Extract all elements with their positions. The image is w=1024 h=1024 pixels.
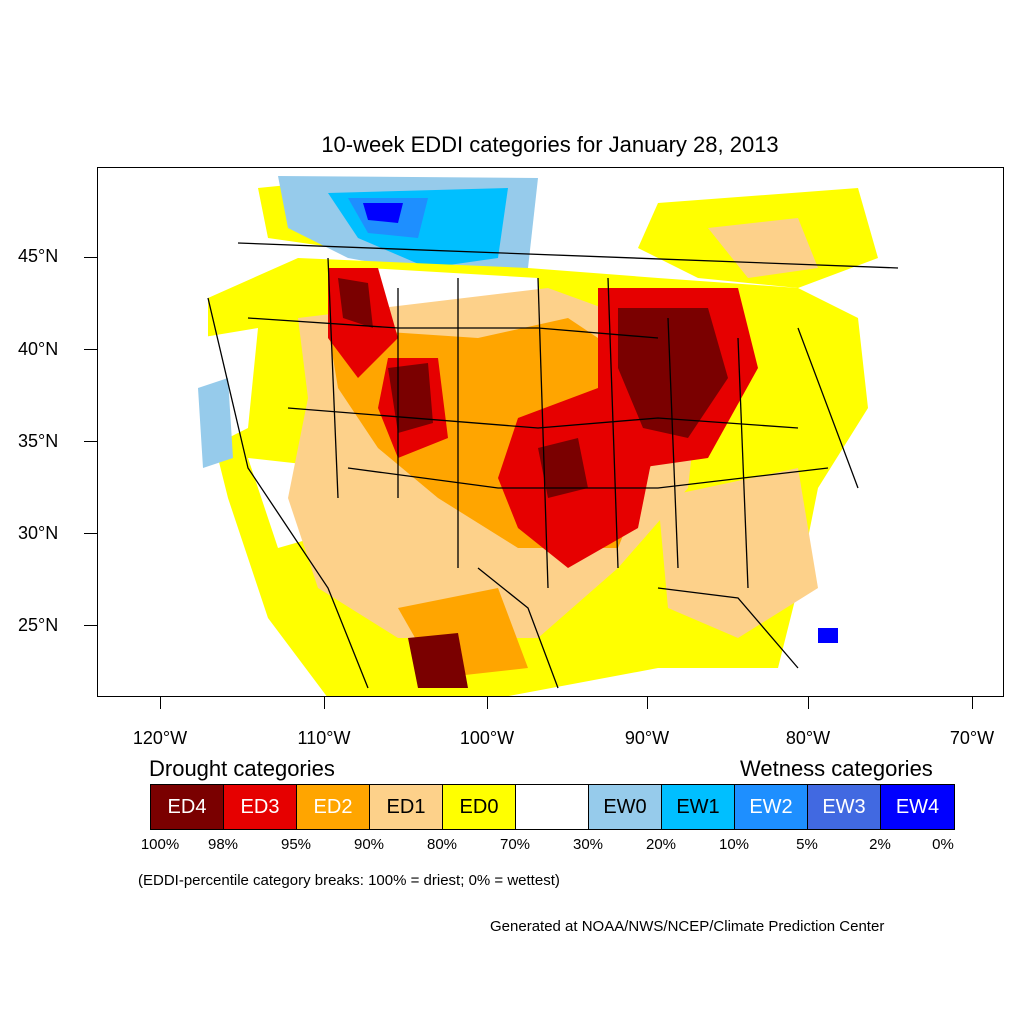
percent-break-label: 30% [572, 836, 604, 853]
lat-label-30n: 30°N [18, 523, 59, 543]
lat-label-35n: 35°N [18, 431, 59, 451]
lat-label-40n: 40°N [18, 339, 59, 359]
legend-category-ew2: EW2 [735, 785, 808, 829]
lon-tick [487, 697, 488, 709]
lon-tick [972, 697, 973, 709]
legend-category-ed2: ED2 [297, 785, 370, 829]
legend-category-ew1: EW1 [662, 785, 735, 829]
percent-break-label: 10% [718, 836, 750, 853]
lat-label-45n: 45°N [18, 246, 59, 266]
breaks-note: (EDDI-percentile category breaks: 100% =… [138, 872, 560, 889]
map-frame [97, 167, 1004, 697]
lon-tick [324, 697, 325, 709]
lon-tick [808, 697, 809, 709]
percent-break-label: 20% [645, 836, 677, 853]
region-ed4-idaho [338, 278, 373, 328]
legend-category-ew4: EW4 [881, 785, 954, 829]
lon-label-110w: 110°W [297, 728, 351, 748]
percent-break-label: 95% [280, 836, 312, 853]
percent-break-label: 90% [353, 836, 385, 853]
percent-break-label: 2% [869, 836, 891, 853]
region-ew2-caribbean [818, 628, 838, 643]
legend-category-ed4: ED4 [151, 785, 224, 829]
lat-tick [84, 533, 97, 534]
percent-break-label: 80% [426, 836, 458, 853]
legend-category-ed3: ED3 [224, 785, 297, 829]
lon-label-120w: 120°W [132, 728, 188, 748]
boundaries [207, 242, 899, 689]
region-ed4-great-lakes [618, 308, 728, 438]
lat-tick [84, 349, 97, 350]
lon-label-70w: 70°W [949, 728, 995, 748]
drought-categories-title: Drought categories [149, 756, 335, 781]
map-title: 10-week EDDI categories for January 28, … [321, 132, 779, 157]
lon-tick [647, 697, 648, 709]
region-ed1-canada-east [708, 218, 818, 278]
lon-label-80w: 80°W [785, 728, 831, 748]
percent-break-label: 98% [207, 836, 239, 853]
percent-break-label: 100% [140, 836, 180, 853]
lat-tick [84, 441, 97, 442]
legend-category-ed0: ED0 [443, 785, 516, 829]
lon-tick [160, 697, 161, 709]
legend-category-ew0: EW0 [589, 785, 662, 829]
legend-category-ew3: EW3 [808, 785, 881, 829]
lat-tick [84, 257, 97, 258]
lon-label-90w: 90°W [624, 728, 670, 748]
legend-category-neutral [516, 785, 589, 829]
region-ed4-kansas [538, 438, 588, 498]
region-ed1-southeast [658, 468, 818, 638]
region-ed4-mexico [408, 633, 468, 688]
region-ed4-wyoming [388, 363, 433, 433]
lat-label-25n: 25°N [18, 615, 59, 635]
lat-tick [84, 625, 97, 626]
region-ew4-nw [363, 203, 403, 223]
wetness-categories-title: Wetness categories [740, 756, 933, 781]
percent-break-label: 5% [796, 836, 818, 853]
category-legend: ED4 ED3 ED2 ED1 ED0 EW0 EW1 EW2 EW3 EW4 [150, 784, 955, 830]
credit-line: Generated at NOAA/NWS/NCEP/Climate Predi… [490, 918, 885, 935]
legend-category-ed1: ED1 [370, 785, 443, 829]
percent-break-label: 0% [932, 836, 954, 853]
lon-label-100w: 100°W [459, 728, 515, 748]
percent-break-label: 70% [499, 836, 531, 853]
region-ew0-pacific [198, 378, 233, 468]
eddi-map [198, 173, 899, 696]
